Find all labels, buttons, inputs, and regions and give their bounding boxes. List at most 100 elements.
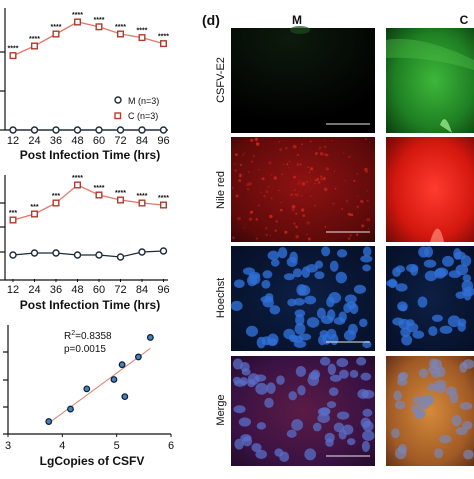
scatter-point — [146, 334, 154, 341]
chart-b-x-label: Post Infection Time (hrs) — [20, 298, 160, 312]
nile-red-texture — [231, 137, 371, 241]
x-tick-label: 36 — [50, 135, 62, 147]
scatter-point — [121, 393, 129, 401]
x-tick-label: 84 — [136, 135, 148, 147]
significance-label: **** — [137, 193, 148, 200]
data-point — [9, 126, 17, 134]
r-squared-value: =0.8358 — [75, 331, 112, 342]
significance-label: *** — [52, 193, 60, 200]
data-point — [116, 253, 125, 261]
significance-label: *** — [30, 204, 38, 211]
column-label-m: M — [292, 13, 302, 27]
data-point — [138, 126, 146, 134]
series-line-c — [12, 21, 164, 57]
image-c-merge — [386, 356, 474, 466]
panel-label: (d) — [202, 12, 220, 28]
data-point — [31, 210, 39, 218]
data-point — [138, 199, 146, 207]
scatter-point — [134, 353, 142, 361]
data-point — [116, 196, 124, 204]
data-point — [9, 251, 17, 259]
scatter-point — [67, 405, 74, 413]
x-tick-label: 48 — [71, 135, 83, 147]
data-point — [52, 30, 60, 38]
data-point — [159, 126, 168, 134]
significance-label: **** — [8, 46, 19, 53]
nuclei-c — [386, 246, 474, 346]
x-tick-label: 96 — [157, 284, 169, 296]
merge-nuclei-c — [391, 358, 474, 460]
data-point — [31, 42, 39, 50]
data-point — [9, 52, 17, 60]
series-line-c — [12, 184, 164, 221]
x-tick-label: 36 — [50, 284, 62, 296]
data-point — [73, 126, 82, 134]
x-tick-label: 4 — [59, 440, 65, 452]
merge-nuclei-m — [232, 356, 375, 462]
p-value-label: p=0.0015 — [64, 344, 106, 355]
data-point — [95, 23, 103, 31]
x-tick-label: 60 — [93, 135, 105, 147]
data-point — [30, 249, 39, 257]
data-point — [73, 181, 81, 189]
scatter-point — [83, 385, 91, 393]
legend-m-marker — [114, 96, 122, 104]
data-point — [9, 216, 17, 224]
x-tick-label: 84 — [136, 284, 148, 296]
x-tick-label: 6 — [168, 440, 174, 452]
chart-a-x-label: Post Infection Time (hrs) — [20, 148, 160, 162]
row-label: Hoechst — [215, 278, 227, 318]
data-point — [159, 247, 168, 255]
chart-a: 12 24 36 48 60 72 84 96 ***********************… — [0, 8, 170, 162]
data-point — [159, 40, 167, 48]
data-point — [52, 199, 60, 207]
data-point — [138, 34, 146, 42]
x-tick-label: 24 — [28, 284, 40, 296]
significance-label: **** — [72, 175, 83, 182]
significance-label: **** — [158, 34, 169, 41]
significance-label: *** — [9, 210, 17, 217]
image-c-nile-red — [386, 137, 474, 242]
chart-c-x-label: LgCopies of CSFV — [40, 454, 145, 468]
x-tick-label: 96 — [157, 135, 169, 147]
significance-label: **** — [29, 36, 40, 43]
x-tick-label: 3 — [5, 440, 11, 452]
significance-label: **** — [94, 185, 105, 192]
x-tick-label: 48 — [71, 284, 83, 296]
image-m-csfv-e2 — [231, 26, 375, 133]
significance-label: **** — [115, 24, 126, 31]
x-tick-label: 24 — [28, 135, 40, 147]
microscopy-panel: (d) M C CSFV-E2 Nile red Hoechst Merge — [202, 12, 474, 466]
data-point — [95, 126, 103, 134]
significance-label: **** — [137, 28, 148, 35]
data-point — [52, 126, 60, 134]
significance-label: **** — [115, 190, 126, 197]
significance-label: **** — [72, 12, 83, 19]
data-point — [138, 248, 146, 256]
image-m-hoechst — [230, 246, 375, 351]
chart-c: 3 4 5 6 R2=0.8358 p=0.0015 LgCopies of CSFV — [3, 325, 174, 468]
data-point — [52, 249, 60, 257]
r-squared-label: R2=0.8358 — [64, 330, 112, 342]
data-point — [95, 191, 103, 199]
chart-c-x-ticks: 3 4 5 6 — [5, 434, 174, 452]
data-point — [30, 126, 39, 134]
chart-b: 12 24 36 48 60 72 84 96 ********************* **… — [0, 175, 170, 312]
legend-m-label: M (n=3) — [128, 96, 159, 106]
image-m-nile-red — [231, 137, 375, 242]
chart-a-x-ticks: 12 24 36 48 60 72 84 96 — [7, 130, 170, 147]
image-c-csfv-e2 — [386, 28, 474, 133]
column-label-c: C — [460, 13, 469, 27]
legend-c-marker — [114, 112, 122, 120]
image-m-merge — [231, 356, 375, 466]
nuclei-m — [230, 246, 373, 349]
x-tick-label: 5 — [114, 440, 120, 452]
data-point — [116, 126, 125, 134]
significance-label: **** — [51, 24, 62, 31]
data-point — [73, 251, 82, 259]
chart-c-axes — [3, 325, 171, 435]
legend-c-label: C (n=3) — [128, 111, 158, 121]
x-tick-label: 72 — [114, 135, 126, 147]
row-label: CSFV-E2 — [215, 57, 227, 103]
